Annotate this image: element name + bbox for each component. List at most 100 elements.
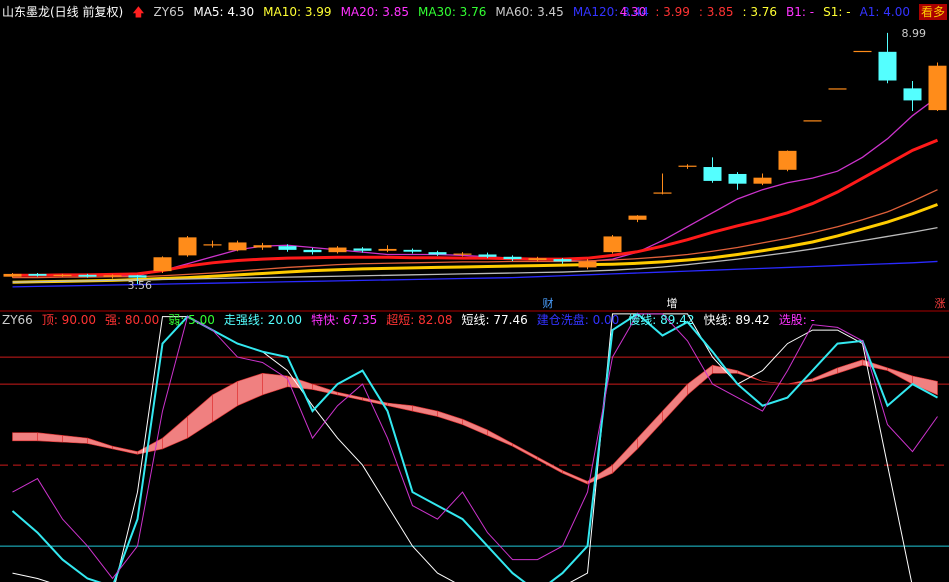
candle-body (778, 150, 797, 170)
candle-body (278, 246, 297, 250)
candle-body (428, 252, 447, 255)
candle-body (503, 256, 522, 260)
signal-value: A1: 4.00 (859, 5, 910, 19)
ma-legend: MA20: 3.85 (340, 5, 409, 19)
band-segment (662, 383, 688, 423)
band-segment (162, 415, 188, 450)
band-segment (637, 410, 663, 450)
ma-legend: MA120: 3.44 (572, 5, 649, 19)
band-segment (537, 456, 563, 474)
candle-body (603, 236, 622, 253)
candle-body (803, 120, 822, 122)
candle-body (678, 165, 697, 167)
candle-body (928, 65, 947, 111)
indicator-name: ZY66 (2, 313, 33, 327)
event-tag: 涨 (935, 297, 946, 310)
stock-title: 山东墨龙(日线 前复权) (2, 5, 124, 19)
signal-value: : 3.76 (742, 5, 778, 19)
indicator-name: ZY65 (153, 5, 185, 19)
band-segment (12, 432, 38, 442)
indicator-legend: 短线: 77.46 (461, 313, 528, 327)
band-segment (837, 359, 863, 374)
band-segment (112, 445, 138, 455)
candle-body (403, 249, 422, 252)
ma-line (12, 260, 938, 288)
band-segment (412, 405, 438, 417)
candle-body (653, 192, 672, 194)
candle-body (178, 237, 197, 256)
band-segment (912, 375, 938, 396)
candle-body (128, 275, 147, 278)
ma-line (12, 203, 939, 284)
ma-legend: MA60: 3.45 (495, 5, 564, 19)
band-segment (462, 418, 488, 436)
up-arrow-icon: 🡅 (132, 5, 145, 19)
candle-body (853, 50, 872, 53)
band-segment (437, 410, 463, 426)
low-annotation: 3.56 (128, 279, 153, 292)
candle-body (153, 257, 172, 272)
candle-body (578, 261, 597, 268)
candle-body (78, 274, 97, 277)
candle-body (828, 88, 847, 90)
signal-value: : 3.85 (698, 5, 734, 19)
candle-body (228, 242, 247, 251)
band-segment (37, 432, 63, 443)
band-segment (487, 429, 513, 447)
candle-body (728, 173, 747, 184)
event-tag: 财 (543, 296, 554, 310)
indicator-legend: 选股: - (778, 313, 815, 327)
band-segment (887, 367, 913, 385)
signal-value: 4.30 (619, 5, 647, 19)
indicator-legend: 走强线: 20.00 (223, 313, 303, 327)
event-tag: 增 (667, 296, 678, 310)
candle-body (203, 244, 222, 246)
signal-value: B1: - (786, 5, 815, 19)
candle-body (703, 167, 722, 181)
indicator-legend: 弱: 5.00 (168, 313, 215, 327)
indicator-legend: 特快: 67.35 (311, 313, 378, 327)
band-segment (337, 391, 363, 401)
candle-body (453, 253, 472, 255)
ma-line (12, 227, 938, 283)
band-segment (137, 437, 163, 455)
ma-line (12, 96, 938, 276)
indicator-legend: 快线: 89.42 (703, 313, 770, 327)
candle-body (753, 177, 772, 184)
candle-body (53, 274, 72, 277)
band-segment (687, 364, 713, 396)
candle-body (628, 215, 647, 220)
candle-body (528, 258, 547, 261)
ma-legend: MA10: 3.99 (263, 5, 332, 19)
price-header: 山东墨龙(日线 前复权) 🡅 ZY65 MA5: 4.30 MA10: 3.99 M… (2, 4, 649, 20)
candle-body (303, 249, 322, 253)
band-segment (562, 470, 588, 485)
indicator-legend: 慢线: 89.42 (628, 313, 695, 327)
price-panel: 8.99 3.56 财 增 涨 (3, 27, 947, 310)
indicator-line (12, 313, 938, 580)
indicator-legend: 建仓洗盘: 0.00 (536, 313, 620, 327)
signal-value: S1: - (823, 5, 851, 19)
signal-value: : 3.99 (655, 5, 690, 19)
band-segment (387, 402, 413, 412)
high-annotation: 8.99 (902, 27, 927, 40)
indicator-panel (0, 312, 949, 582)
indicator-line (12, 313, 913, 582)
band-segment (187, 394, 213, 439)
candle-body (253, 245, 272, 248)
indicator-legend: 强: 80.00 (105, 313, 160, 327)
ma-legend: MA30: 3.76 (417, 5, 487, 19)
band-segment (212, 380, 238, 423)
ma-legend: MA5: 4.30 (193, 5, 255, 19)
band-segment (612, 437, 638, 474)
ma-line (12, 189, 938, 279)
candle-body (328, 247, 347, 253)
candle-body (3, 273, 22, 277)
band-segment (87, 437, 113, 450)
candle-body (903, 88, 922, 101)
candle-body (478, 254, 497, 257)
indicator-legend: 超短: 82.08 (386, 313, 453, 327)
candle-body (378, 248, 397, 251)
indicator-legend: 顶: 90.00 (41, 313, 97, 327)
